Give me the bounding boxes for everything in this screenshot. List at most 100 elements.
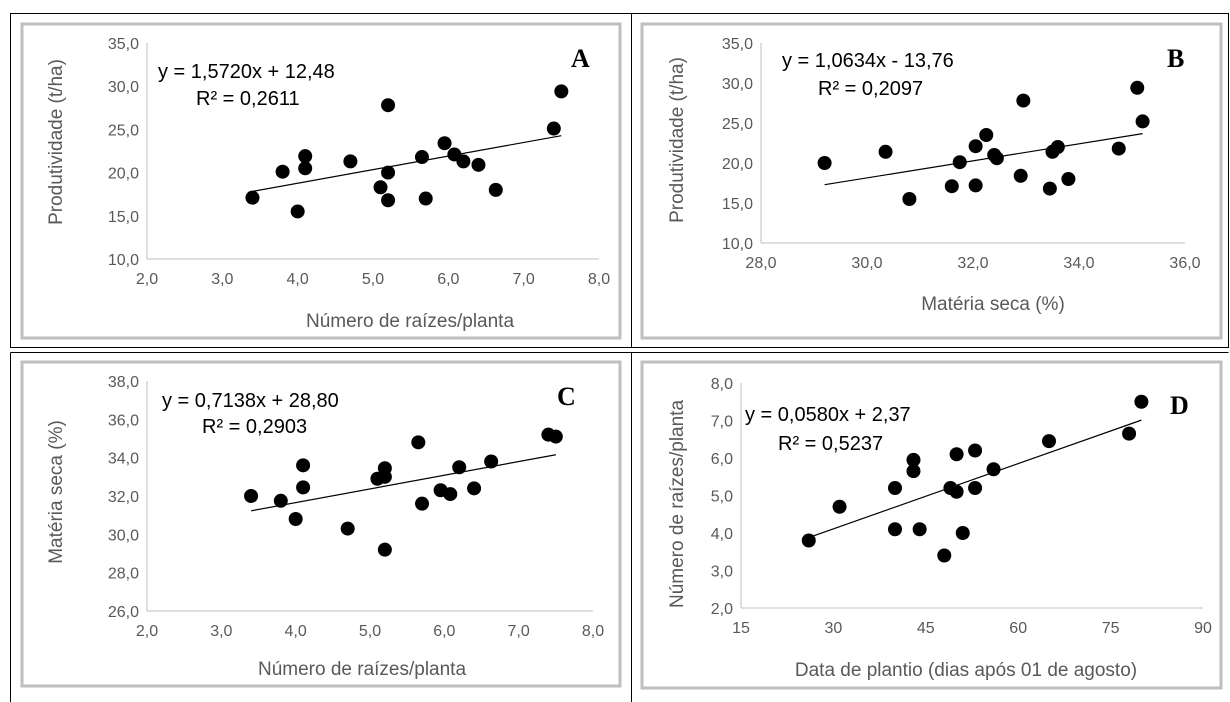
y-tick-label: 28,0 xyxy=(108,566,139,583)
data-point xyxy=(298,149,313,164)
data-point xyxy=(1122,426,1137,441)
data-point xyxy=(418,191,433,206)
data-point xyxy=(955,526,970,540)
y-axis-label: Matéria seca (%) xyxy=(46,420,67,564)
x-tick-label: 45 xyxy=(917,620,935,637)
y-tick-label: 26,0 xyxy=(108,604,139,621)
x-tick-label: 28,0 xyxy=(745,255,776,272)
chart-frame xyxy=(20,22,622,340)
x-tick-label: 7,0 xyxy=(513,271,535,288)
y-tick-label: 30,0 xyxy=(722,76,753,93)
data-point xyxy=(437,136,452,151)
x-tick-label: 4,0 xyxy=(287,271,309,288)
x-tick-labels: 2,0 3,0 4,0 5,0 6,0 7,0 8,0 xyxy=(136,271,610,288)
chart-panel-b: 10,0 15,0 20,0 25,0 30,0 35,0 28,0 30,0 32,0 34,… xyxy=(640,22,1223,340)
data-point xyxy=(989,151,1004,166)
data-point xyxy=(888,522,902,537)
x-axis-label: Data de plantio (dias após 01 de agosto) xyxy=(795,660,1137,681)
data-point xyxy=(1042,434,1056,449)
chart-panel-a: 10,0 15,0 20,0 25,0 30,0 35,0 2,0 3,0 4,0 5,0 6,0… xyxy=(20,22,622,340)
x-tick-label: 36,0 xyxy=(1169,255,1200,272)
data-point xyxy=(298,161,313,176)
data-point xyxy=(343,154,358,169)
y-tick-labels: 2,0 3,0 4,0 5,0 6,0 7,0 8,0 xyxy=(711,376,733,618)
data-point xyxy=(548,429,563,444)
data-point xyxy=(467,481,482,496)
y-tick-label: 7,0 xyxy=(711,414,733,431)
chart-frame xyxy=(640,22,1223,340)
data-point xyxy=(1016,93,1031,108)
data-points xyxy=(244,427,563,557)
x-tick-labels: 2,0 3,0 4,0 5,0 6,0 7,0 8,0 xyxy=(136,623,604,640)
y-axis-label: Produtividade (t/ha) xyxy=(667,57,688,223)
data-point xyxy=(554,84,569,99)
y-tick-label: 15,0 xyxy=(108,209,139,226)
data-point xyxy=(949,484,964,499)
x-axis-label: Matéria seca (%) xyxy=(921,294,1065,315)
data-point xyxy=(290,204,305,219)
data-point xyxy=(912,522,927,537)
chart-panel-d: 2,0 3,0 4,0 5,0 6,0 7,0 8,0 15 30 45 60 75 90 y = 0… xyxy=(640,360,1223,690)
y-tick-label: 5,0 xyxy=(711,489,733,506)
data-point xyxy=(411,435,426,450)
panel-borders xyxy=(10,13,1229,702)
data-point xyxy=(377,461,392,476)
data-point xyxy=(373,180,388,195)
x-tick-label: 5,0 xyxy=(362,271,384,288)
y-tick-label: 2,0 xyxy=(711,601,733,618)
data-points xyxy=(817,80,1150,206)
data-point xyxy=(471,157,486,172)
trend-equation: y = 1,5720x + 12,48 xyxy=(158,61,335,83)
r-squared: R² = 0,2611 xyxy=(196,88,300,110)
chart-frame xyxy=(640,360,1223,690)
trend-line xyxy=(824,133,1143,186)
panel-letter: A xyxy=(571,44,590,73)
data-point xyxy=(968,139,983,154)
y-tick-labels: 10,0 15,0 20,0 25,0 30,0 35,0 xyxy=(722,36,753,253)
x-tick-label: 6,0 xyxy=(437,271,459,288)
data-point xyxy=(906,464,921,479)
data-points xyxy=(245,84,569,219)
data-point xyxy=(906,452,921,467)
data-point xyxy=(488,182,503,197)
data-point xyxy=(415,496,430,511)
x-tick-label: 2,0 xyxy=(136,271,158,288)
y-tick-label: 35,0 xyxy=(108,36,139,53)
x-tick-label: 90 xyxy=(1194,620,1212,637)
panel-letter: D xyxy=(1170,391,1189,420)
trend-equation: y = 0,7138x + 28,80 xyxy=(162,390,339,412)
data-points xyxy=(801,394,1149,563)
data-point xyxy=(968,178,983,193)
y-tick-label: 20,0 xyxy=(108,166,139,183)
chart-frame xyxy=(20,360,622,688)
y-axis-label: Número de raízes/planta xyxy=(667,400,688,608)
data-point xyxy=(801,533,816,548)
panel-letter: C xyxy=(557,382,576,411)
panel-letter: B xyxy=(1167,44,1184,73)
y-tick-label: 10,0 xyxy=(722,236,753,253)
data-point xyxy=(1134,394,1149,409)
r-squared: R² = 0,5237 xyxy=(778,433,883,455)
data-point xyxy=(1013,168,1028,183)
data-point xyxy=(952,155,967,170)
axes xyxy=(740,383,1203,609)
trend-equation: y = 1,0634x - 13,76 xyxy=(782,50,954,72)
y-tick-label: 10,0 xyxy=(108,252,139,269)
data-point xyxy=(296,480,311,495)
data-point xyxy=(456,154,471,169)
y-tick-label: 20,0 xyxy=(722,156,753,173)
data-point xyxy=(452,460,467,475)
data-point xyxy=(817,156,832,170)
data-point xyxy=(1135,114,1150,129)
y-tick-label: 34,0 xyxy=(108,451,139,468)
data-point xyxy=(273,493,288,508)
data-point xyxy=(484,454,499,469)
x-tick-label: 5,0 xyxy=(359,623,381,640)
data-point xyxy=(288,512,303,526)
data-point xyxy=(968,443,983,458)
y-tick-label: 3,0 xyxy=(711,564,733,581)
data-point xyxy=(986,462,1001,477)
data-point xyxy=(968,481,983,495)
x-tick-label: 4,0 xyxy=(285,623,307,640)
